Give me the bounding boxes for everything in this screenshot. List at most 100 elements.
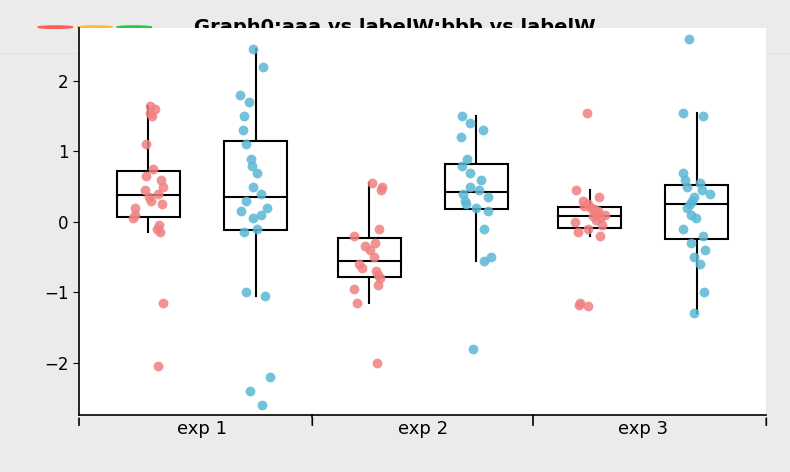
Point xyxy=(371,359,383,366)
Bar xyxy=(117,171,180,218)
Point xyxy=(464,183,476,190)
Point xyxy=(152,362,164,370)
Point xyxy=(129,204,141,211)
Point xyxy=(457,190,469,197)
Text: Graph0:aaa vs labelW;bbb vs labelW: Graph0:aaa vs labelW;bbb vs labelW xyxy=(194,17,596,37)
Point xyxy=(472,186,485,194)
Point xyxy=(696,186,709,194)
Point xyxy=(154,176,167,184)
Point xyxy=(239,141,252,148)
Point xyxy=(574,301,586,309)
Point xyxy=(477,126,490,134)
Point xyxy=(698,288,710,296)
Point xyxy=(463,119,476,127)
Point xyxy=(261,204,274,211)
Point xyxy=(255,190,268,197)
Bar xyxy=(445,164,508,209)
Point xyxy=(589,210,602,217)
Point xyxy=(690,215,702,222)
Point xyxy=(140,172,152,180)
Point xyxy=(371,271,384,278)
Point xyxy=(151,190,164,197)
Point xyxy=(593,215,606,222)
Point xyxy=(356,264,368,271)
Point xyxy=(243,99,256,106)
Point xyxy=(698,246,711,254)
Point xyxy=(351,299,363,306)
Point xyxy=(375,183,388,190)
Point xyxy=(456,112,468,120)
Point xyxy=(482,194,495,201)
Point xyxy=(138,186,151,194)
Point xyxy=(156,183,169,190)
Point xyxy=(581,109,593,117)
Point xyxy=(264,373,276,380)
Point xyxy=(371,281,384,289)
Point xyxy=(585,204,597,211)
Point xyxy=(348,285,361,293)
Point xyxy=(455,134,468,141)
Point xyxy=(590,216,603,224)
Point xyxy=(677,225,690,233)
Point xyxy=(348,232,361,240)
Point xyxy=(246,46,259,53)
Bar xyxy=(337,238,401,277)
Point xyxy=(370,267,382,275)
Point xyxy=(685,239,698,247)
Point xyxy=(374,274,386,282)
Point xyxy=(685,211,698,219)
Circle shape xyxy=(38,26,73,28)
Point xyxy=(359,243,371,250)
Point xyxy=(234,92,246,99)
Point xyxy=(704,190,717,197)
Point xyxy=(256,63,269,71)
Point xyxy=(152,221,165,229)
Point xyxy=(581,303,594,310)
Point xyxy=(481,208,494,215)
Point xyxy=(571,228,584,236)
Point xyxy=(464,169,476,177)
Point xyxy=(369,239,382,247)
Point xyxy=(478,225,491,233)
Point xyxy=(239,288,252,296)
Point xyxy=(147,165,160,173)
Point xyxy=(243,387,256,395)
Point xyxy=(127,215,140,222)
Point xyxy=(582,225,595,233)
Point xyxy=(145,197,157,204)
Point xyxy=(238,112,250,120)
Point xyxy=(676,169,689,177)
Point xyxy=(596,221,609,229)
Point xyxy=(154,228,167,236)
Point xyxy=(684,201,697,208)
Point xyxy=(373,225,386,233)
Point xyxy=(688,194,701,201)
Point xyxy=(240,197,253,204)
Point xyxy=(235,208,247,215)
Point xyxy=(238,228,250,236)
Point xyxy=(686,197,698,204)
Point xyxy=(254,211,267,219)
Point xyxy=(458,197,471,204)
Point xyxy=(246,162,258,169)
Point xyxy=(577,197,589,204)
Point xyxy=(696,112,709,120)
Point xyxy=(367,253,380,261)
Point xyxy=(683,35,695,42)
Point xyxy=(149,105,161,113)
Point xyxy=(255,401,268,409)
Point xyxy=(143,194,156,201)
Point xyxy=(353,260,366,268)
Point xyxy=(144,109,156,117)
Point xyxy=(697,232,709,240)
Point xyxy=(687,253,700,261)
Point xyxy=(676,109,689,117)
Point xyxy=(375,186,388,194)
Point xyxy=(681,183,694,190)
Point xyxy=(250,169,263,177)
Circle shape xyxy=(117,26,152,28)
Point xyxy=(694,260,707,268)
Point xyxy=(156,201,168,208)
Bar xyxy=(665,185,728,239)
Point xyxy=(258,292,271,300)
